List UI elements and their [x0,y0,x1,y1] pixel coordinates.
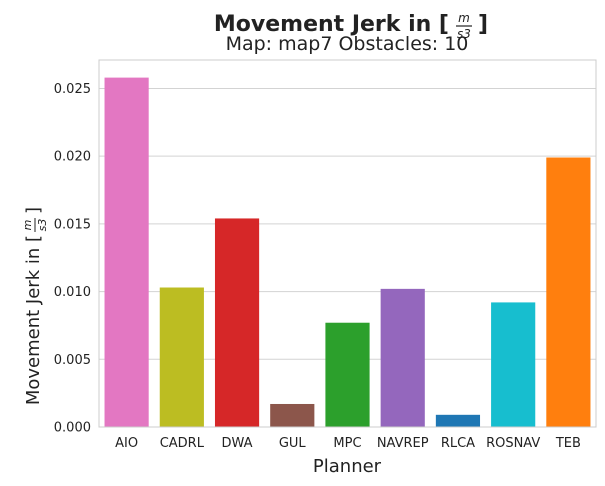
chart-title-unit-numerator: m [458,11,470,25]
x-tick-label-gul: GUL [279,436,307,451]
chart-title-text: Movement Jerk in [ [214,12,449,37]
y-tick-label: 0.015 [54,217,91,232]
bar-navrep [380,288,425,427]
x-tick-label-dwa: DWA [222,436,253,451]
x-axis-ticks: AIO CADRL DWA GUL MPC NAVREP RLCA ROSNAV TEB [115,436,581,451]
x-tick-label-aio: AIO [115,436,138,451]
chart-title: Movement Jerk in [ m s3 ] [214,11,488,41]
y-axis-label-unit-numerator: m [21,220,34,231]
chart-title-unit-denominator: s3 [457,27,471,41]
bar-dwa [214,218,260,427]
chart-subtitle: Map: map7 Obstacles: 10 [226,33,469,55]
bar-teb [546,157,591,427]
y-axis-label: Movement Jerk in [ m s3 ] [21,207,49,405]
y-axis-ticks: 0.000 0.005 0.010 0.015 0.020 0.025 [54,82,91,436]
chart-title-unit-close: ] [478,12,488,37]
bar-gul [270,403,315,427]
x-tick-label-cadrl: CADRL [160,436,205,451]
plot-frame [98,59,597,428]
y-tick-label: 0.010 [54,285,91,300]
y-tick-label: 0.020 [54,150,91,165]
x-tick-label-mpc: MPC [333,436,361,451]
bar-cadrl [159,287,204,427]
x-tick-label-navrep: NAVREP [377,436,429,451]
y-axis-label-text: Movement Jerk in [ [23,235,44,405]
bar-rosnav [491,302,536,427]
x-axis-label: Planner [313,456,382,477]
y-tick-label: 0.000 [54,421,91,436]
bars [104,77,591,427]
x-tick-label-teb: TEB [555,436,581,451]
y-axis-label-unit-close: ] [23,207,44,214]
x-tick-label-rlca: RLCA [441,436,475,451]
y-tick-label: 0.005 [54,353,91,368]
bar-aio [104,77,149,427]
y-axis-label-unit-denominator: s3 [36,219,49,232]
bar-mpc [325,322,370,427]
y-tick-label: 0.025 [54,82,91,97]
bar-rlca [435,414,481,427]
x-tick-label-rosnav: ROSNAV [486,436,540,451]
